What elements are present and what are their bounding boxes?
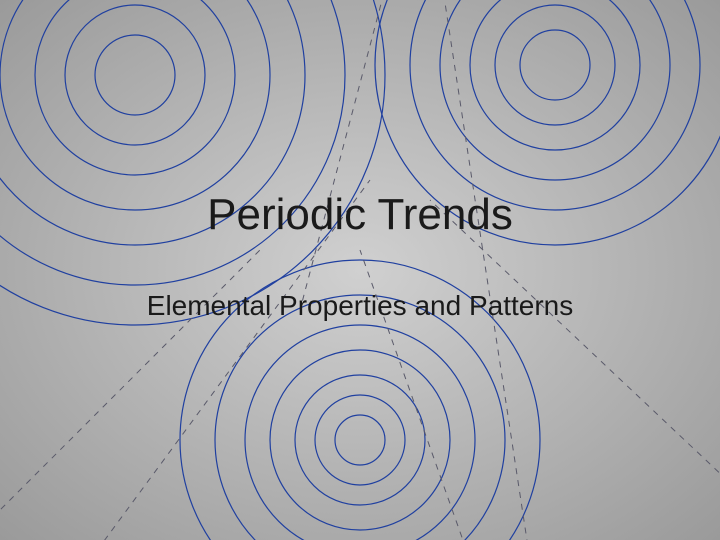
concentric-ring bbox=[0, 0, 270, 210]
slide-title: Periodic Trends bbox=[0, 190, 720, 240]
concentric-ring bbox=[270, 350, 450, 530]
concentric-ring bbox=[35, 0, 235, 175]
slide-container: Periodic Trends Elemental Properties and… bbox=[0, 0, 720, 540]
concentric-ring bbox=[440, 0, 670, 180]
concentric-ring bbox=[95, 35, 175, 115]
concentric-ring bbox=[245, 325, 475, 540]
concentric-ring bbox=[0, 0, 345, 285]
slide-subtitle: Elemental Properties and Patterns bbox=[0, 290, 720, 322]
background-pattern bbox=[0, 0, 720, 540]
concentric-ring bbox=[65, 5, 205, 145]
concentric-ring bbox=[335, 415, 385, 465]
concentric-ring bbox=[520, 30, 590, 100]
dashed-line bbox=[430, 200, 720, 530]
concentric-ring bbox=[410, 0, 700, 210]
concentric-ring bbox=[315, 395, 405, 485]
dashed-line bbox=[440, 0, 530, 540]
concentric-ring bbox=[215, 295, 505, 540]
concentric-ring bbox=[0, 0, 385, 325]
concentric-ring bbox=[495, 5, 615, 125]
